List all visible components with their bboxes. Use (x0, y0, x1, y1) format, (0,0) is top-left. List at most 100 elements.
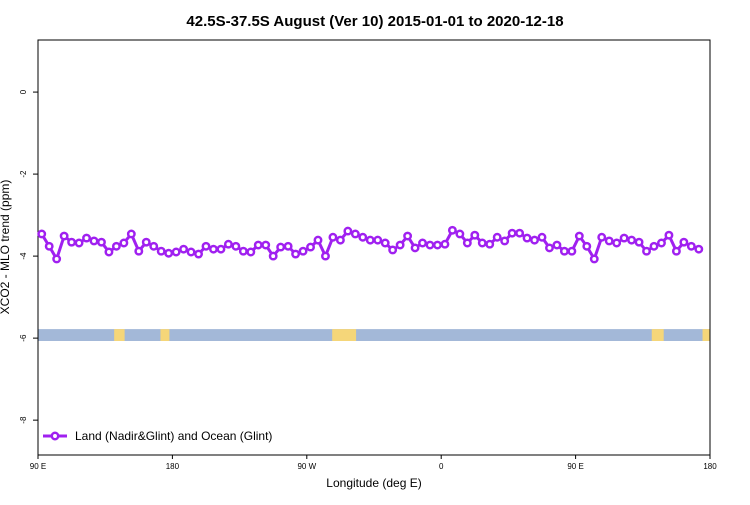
point (186, 247, 196, 257)
point (634, 237, 644, 247)
point (642, 246, 651, 256)
point (380, 238, 390, 248)
point (671, 246, 681, 256)
x-tick-label: 0 (439, 462, 444, 471)
point (291, 249, 301, 259)
point (410, 243, 420, 253)
point (559, 246, 569, 256)
point (343, 226, 353, 236)
point (433, 240, 442, 250)
point (679, 237, 689, 247)
point (470, 230, 480, 240)
point (321, 251, 330, 261)
legend-label: Land (Nadir&Glint) and Ocean (Glint) (75, 429, 272, 443)
point (268, 251, 278, 261)
x-tick-label: 180 (703, 462, 717, 471)
point (545, 243, 554, 253)
point (373, 235, 383, 245)
point (358, 232, 368, 242)
point (52, 254, 62, 264)
point (462, 238, 472, 248)
point (119, 238, 129, 248)
point (141, 237, 151, 247)
point (253, 240, 263, 250)
point (231, 241, 241, 251)
point (597, 232, 607, 242)
point (567, 246, 577, 256)
point (194, 249, 203, 259)
point (74, 238, 84, 248)
point (425, 240, 435, 250)
y-tick-label: -2 (19, 170, 28, 178)
x-tick-label: 90 E (567, 462, 583, 471)
point (335, 235, 345, 245)
point (619, 233, 629, 243)
point (455, 229, 465, 239)
point (492, 232, 502, 242)
land-patch (702, 329, 710, 341)
point (522, 233, 532, 243)
point (365, 235, 375, 245)
point (350, 229, 360, 239)
point (67, 237, 77, 247)
point (694, 244, 704, 254)
y-axis-label: XCO2 - MLO trend (ppm) (0, 180, 12, 315)
point (216, 244, 226, 254)
point (537, 232, 547, 242)
point (82, 233, 91, 243)
point (44, 241, 54, 251)
point (664, 230, 674, 240)
point (612, 238, 622, 248)
legend-marker (50, 431, 60, 441)
point (574, 231, 584, 241)
point (657, 238, 666, 248)
point (686, 241, 696, 251)
point (59, 231, 69, 241)
point (627, 235, 637, 245)
point (388, 245, 398, 255)
point (111, 241, 121, 251)
point (440, 239, 450, 249)
point (649, 241, 659, 251)
point (582, 241, 592, 251)
point (604, 236, 614, 246)
point (126, 229, 136, 239)
y-tick-label: -4 (19, 252, 28, 260)
point (97, 237, 106, 247)
point (179, 244, 189, 254)
point (395, 240, 405, 250)
point (223, 239, 233, 249)
point (164, 248, 174, 258)
point (283, 241, 293, 251)
point (246, 247, 256, 257)
point (134, 246, 144, 256)
point (500, 236, 510, 246)
point (328, 232, 338, 242)
point (276, 242, 286, 252)
y-tick-label: -8 (19, 416, 28, 424)
ocean-strip (38, 329, 710, 341)
point (156, 246, 166, 256)
point (171, 247, 181, 257)
point (477, 238, 487, 248)
point (515, 228, 525, 238)
x-axis-label: Longitude (deg E) (326, 476, 421, 490)
point (552, 240, 562, 250)
land-patch (332, 329, 357, 341)
y-tick-label: -6 (19, 334, 28, 342)
point (201, 241, 211, 251)
point (530, 235, 539, 245)
point (261, 240, 271, 250)
x-tick-label: 180 (166, 462, 180, 471)
land-patch (160, 329, 170, 341)
point (104, 247, 114, 257)
point (37, 229, 47, 239)
point (507, 228, 517, 238)
point (238, 246, 248, 256)
point (589, 254, 599, 264)
point (209, 244, 218, 254)
point (403, 231, 413, 241)
point (447, 225, 457, 235)
chart-title: 42.5S-37.5S August (Ver 10) 2015-01-01 t… (186, 13, 563, 30)
